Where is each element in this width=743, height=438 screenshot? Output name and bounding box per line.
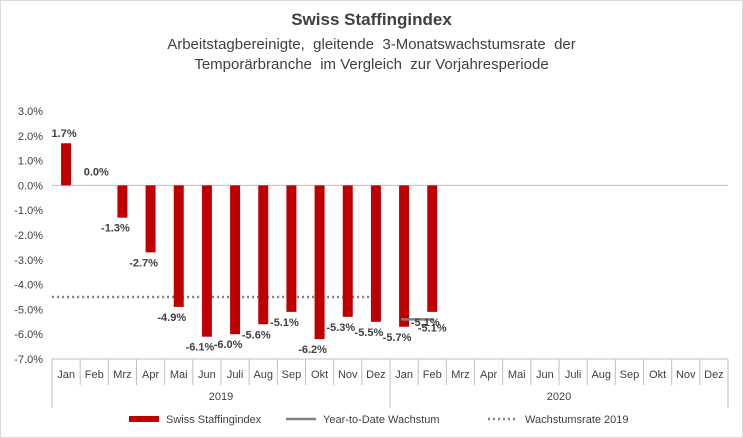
legend-swatch-swiss-staffingindex (129, 416, 159, 422)
bar-data-label: -2.7% (129, 257, 158, 269)
bar (370, 185, 381, 322)
bar-data-label: 0.0% (84, 166, 109, 178)
x-tick-label: Mai (170, 369, 188, 381)
x-tick-label: Dez (704, 369, 724, 381)
chart-subtitle: Arbeitstagbereinigte, gleitende 3-Monats… (1, 35, 742, 75)
bar (314, 185, 325, 340)
y-tick-label: -4.0% (14, 280, 43, 292)
y-tick-label: 3.0% (18, 106, 43, 118)
bar-data-label: -4.9% (157, 312, 186, 324)
bar-data-label: -5.1% (411, 317, 440, 329)
bar (258, 185, 269, 325)
legend-label-swiss-staffingindex: Swiss Staffingindex (166, 414, 262, 426)
bar-data-label: -5.1% (270, 317, 299, 329)
x-tick-label: Aug (253, 369, 273, 381)
bar-data-label: -1.3% (101, 223, 130, 235)
bar (117, 185, 128, 218)
year-label: 2020 (547, 391, 571, 403)
bar (145, 185, 156, 253)
bar-data-label: -5.6% (242, 329, 271, 341)
bar (61, 143, 72, 186)
bar-data-label: -5.5% (355, 327, 384, 339)
bar (342, 185, 353, 317)
bar-data-label: -6.2% (298, 344, 327, 356)
x-tick-label: Feb (85, 369, 104, 381)
x-tick-label: Apr (142, 369, 159, 381)
bar-data-label: -6.1% (186, 342, 215, 354)
x-tick-label: Mrz (113, 369, 131, 381)
y-tick-label: 0.0% (18, 180, 43, 192)
x-tick-label: Jan (57, 369, 75, 381)
x-tick-label: Jun (536, 369, 554, 381)
x-tick-label: Nov (676, 369, 696, 381)
x-tick-label: Sep (282, 369, 302, 381)
x-tick-label: Jan (395, 369, 413, 381)
x-tick-label: Juli (227, 369, 244, 381)
x-tick-label: Nov (338, 369, 358, 381)
y-tick-label: 2.0% (18, 131, 43, 143)
y-tick-label: -3.0% (14, 255, 43, 267)
ytd-data-label: -5.1% (418, 322, 447, 334)
y-tick-label: -1.0% (14, 205, 43, 217)
bar-data-label: 1.7% (52, 128, 77, 140)
bar (286, 185, 297, 312)
legend-label-wachstumsrate: Wachstumsrate 2019 (525, 414, 629, 426)
x-tick-label: Apr (480, 369, 497, 381)
x-tick-label: Dez (366, 369, 386, 381)
y-tick-label: -6.0% (14, 329, 43, 341)
bar-data-label: -6.0% (214, 339, 243, 351)
x-tick-label: Okt (649, 369, 666, 381)
x-tick-label: Feb (423, 369, 442, 381)
bar (201, 185, 212, 337)
x-tick-label: Jun (198, 369, 216, 381)
x-tick-label: Mrz (451, 369, 469, 381)
x-tick-label: Okt (311, 369, 328, 381)
bar (399, 185, 410, 327)
y-tick-label: 1.0% (18, 156, 43, 168)
chart-subtitle-line-2: Temporärbranche im Vergleich zur Vorjahr… (194, 56, 549, 73)
x-tick-label: Juli (565, 369, 582, 381)
bar-data-label: -5.3% (326, 322, 355, 334)
x-tick-label: Sep (620, 369, 640, 381)
legend-label-ytd: Year-to-Date Wachstum (323, 414, 440, 426)
bar (427, 185, 438, 312)
x-tick-label: Mai (508, 369, 526, 381)
bar (230, 185, 241, 335)
y-tick-label: -7.0% (14, 354, 43, 366)
y-tick-label: -2.0% (14, 230, 43, 242)
bar (173, 185, 184, 307)
year-label: 2019 (209, 391, 233, 403)
bar-data-label: -5.7% (383, 332, 412, 344)
y-tick-label: -5.0% (14, 304, 43, 316)
chart-title: Swiss Staffingindex (291, 10, 452, 29)
x-tick-label: Aug (591, 369, 611, 381)
chart-subtitle-line-1: Arbeitstagbereinigte, gleitende 3-Monats… (167, 36, 576, 53)
